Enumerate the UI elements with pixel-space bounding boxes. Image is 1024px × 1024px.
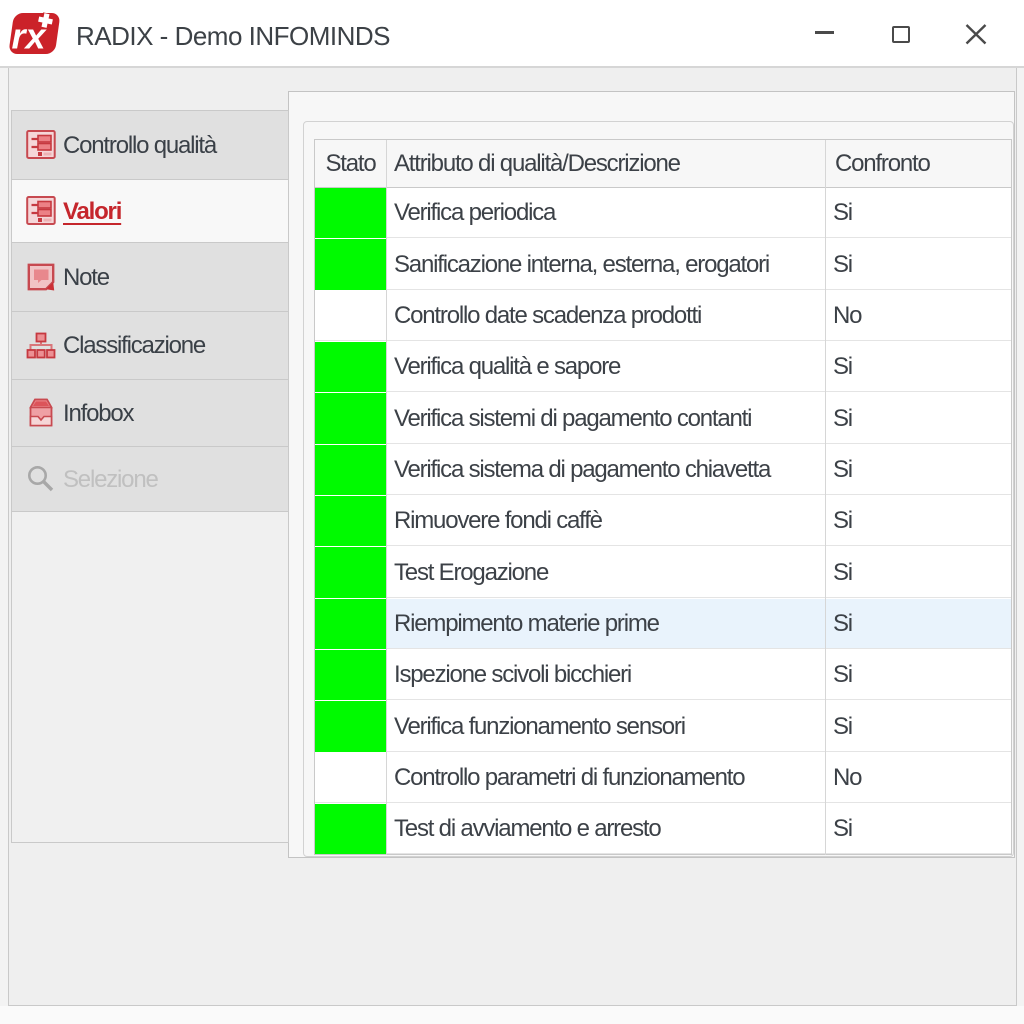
svg-text:rx: rx <box>12 16 48 57</box>
